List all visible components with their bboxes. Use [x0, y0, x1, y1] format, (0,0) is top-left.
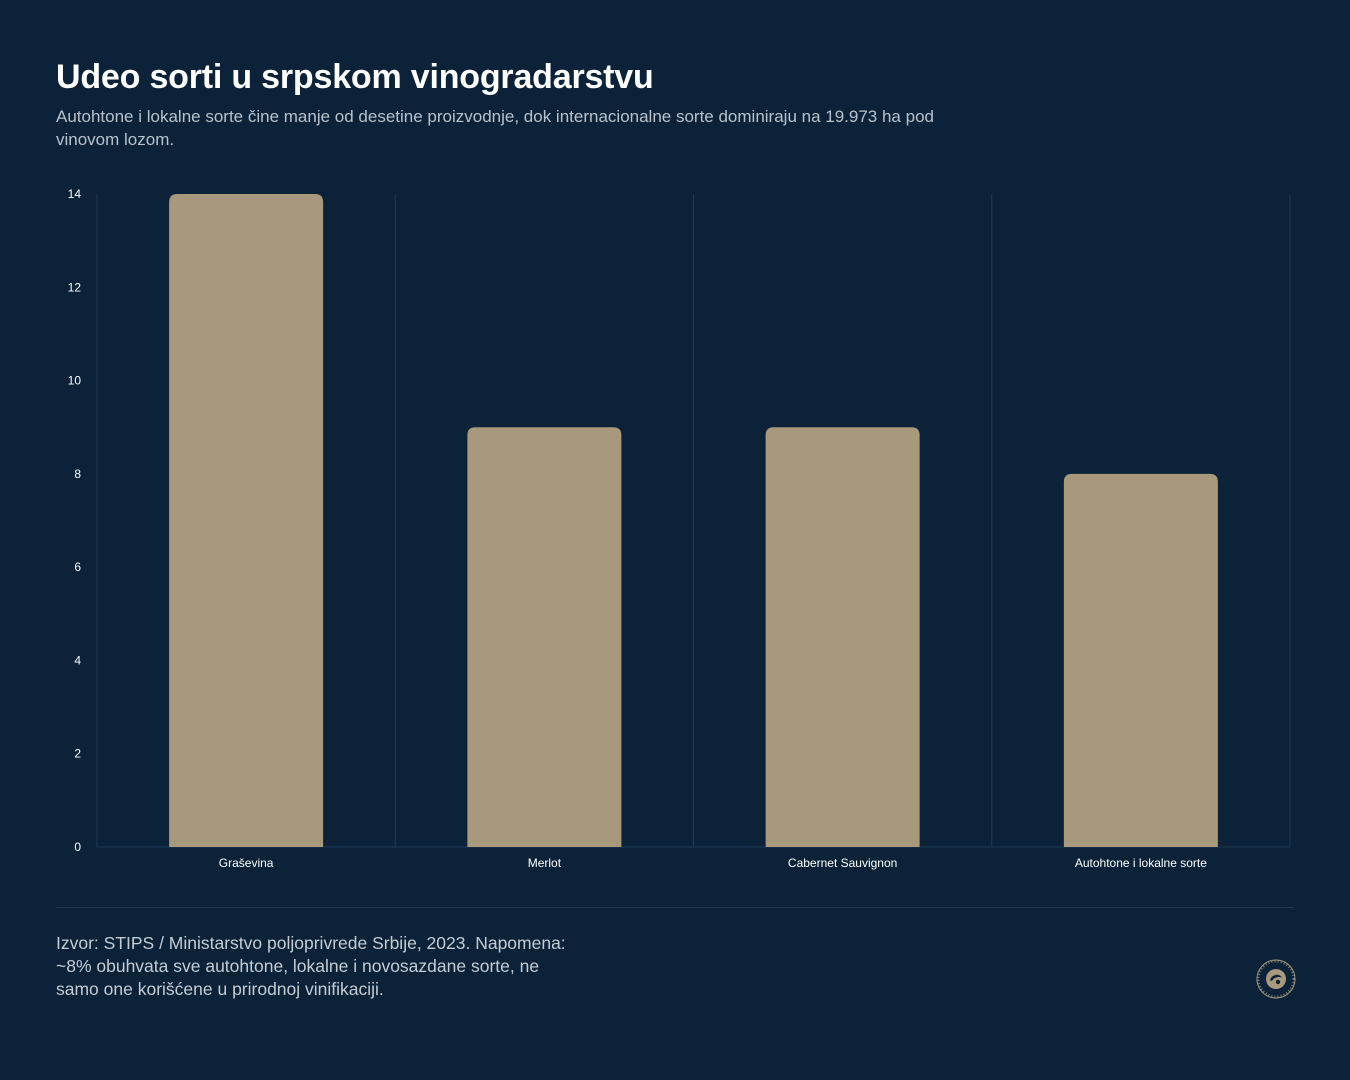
y-tick-label: 2	[74, 747, 81, 761]
y-tick-label: 14	[68, 187, 82, 201]
seal-logo-icon	[1256, 959, 1296, 999]
bar	[765, 427, 920, 847]
x-tick-label: Autohtone i lokalne sorte	[1075, 856, 1207, 870]
y-tick-label: 0	[74, 840, 81, 854]
bar	[1063, 473, 1218, 847]
bar	[169, 194, 324, 847]
y-tick-label: 10	[68, 374, 82, 388]
source-note: Izvor: STIPS / Ministarstvo poljoprivred…	[56, 933, 566, 999]
bar-chart: 0 2 4 6 8 10 12 14 Graševina Merlot Cabernet Sauvi…	[68, 187, 1291, 870]
page-title: Udeo sorti u srpskom vinogradarstvu	[56, 58, 654, 96]
y-tick-label: 8	[74, 467, 81, 481]
footer-divider	[56, 907, 1294, 908]
x-tick-label: Graševina	[219, 856, 274, 870]
y-tick-label: 6	[74, 560, 81, 574]
bar	[467, 427, 622, 847]
x-tick-label: Merlot	[528, 856, 562, 870]
page-subtitle: Autohtone i lokalne sorte čine manje od …	[56, 107, 934, 149]
y-tick-label: 12	[68, 280, 82, 294]
y-tick-label: 4	[74, 653, 81, 667]
x-tick-label: Cabernet Sauvignon	[788, 856, 897, 870]
